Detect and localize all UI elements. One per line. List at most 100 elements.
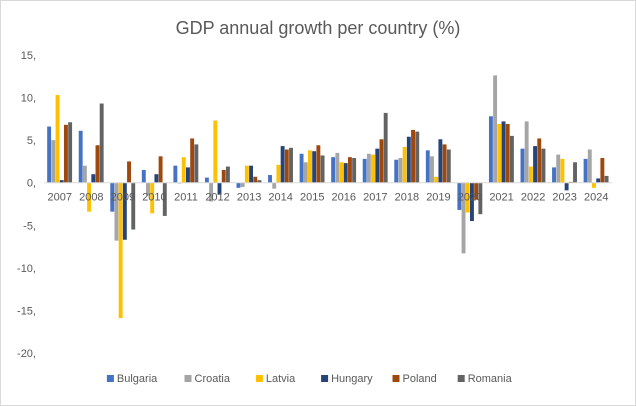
bar <box>505 123 510 183</box>
bar <box>493 75 498 183</box>
y-tick-label: 10, <box>21 93 36 105</box>
bar <box>406 136 411 183</box>
x-tick-label: 2011 <box>174 192 198 204</box>
bar <box>127 161 131 183</box>
bar <box>411 129 415 183</box>
bar <box>141 169 146 183</box>
bar <box>446 149 451 183</box>
bar <box>236 182 241 188</box>
x-tick-label: 2017 <box>363 192 387 204</box>
x-tick-label: 2009 <box>111 192 135 204</box>
bar <box>465 182 470 213</box>
bar <box>55 95 60 183</box>
bar <box>225 166 230 183</box>
bar <box>501 121 506 183</box>
legend-swatch <box>457 375 465 382</box>
bar <box>181 157 186 183</box>
bar <box>425 150 430 183</box>
bar <box>402 146 407 183</box>
bar <box>461 182 466 254</box>
x-tick-label: 2012 <box>205 192 229 204</box>
legend-label: Poland <box>403 373 437 385</box>
bar <box>564 182 569 191</box>
bar <box>154 174 159 183</box>
bar <box>415 131 420 183</box>
bar <box>438 139 443 183</box>
bar <box>352 158 357 183</box>
bar <box>335 152 340 183</box>
y-tick-label: 0, <box>27 178 36 190</box>
bar <box>497 123 502 183</box>
bar <box>331 157 336 183</box>
bar <box>276 164 281 183</box>
bar <box>217 182 222 195</box>
bar <box>394 159 399 183</box>
bar <box>457 182 462 210</box>
legend-swatch <box>106 375 114 382</box>
bar <box>524 121 529 183</box>
x-tick-label: 2010 <box>142 192 166 204</box>
x-tick-label: 2013 <box>237 192 261 204</box>
bar <box>213 120 218 183</box>
bar <box>343 163 348 183</box>
x-tick-label: 2007 <box>48 192 72 204</box>
legend-swatch <box>184 375 192 382</box>
bar <box>560 158 565 183</box>
bar <box>257 180 262 183</box>
bar <box>339 162 344 183</box>
bar <box>604 175 609 183</box>
bar <box>592 182 596 188</box>
legend-label: Latvia <box>266 373 296 385</box>
x-tick-label: 2014 <box>268 192 292 204</box>
bar <box>434 176 439 183</box>
bar <box>162 182 167 216</box>
legend-label: Romania <box>468 373 513 385</box>
bar <box>204 177 209 183</box>
bar <box>537 138 542 183</box>
bar <box>68 122 73 183</box>
bar <box>114 182 119 241</box>
bar <box>371 154 376 183</box>
bar <box>541 148 546 183</box>
bar <box>268 175 272 183</box>
x-tick-label: 2024 <box>584 192 608 204</box>
y-tick-label: 5, <box>27 135 36 147</box>
bar <box>375 148 380 183</box>
legend-label: Bulgaria <box>117 373 158 385</box>
legend-label: Croatia <box>195 373 231 385</box>
legend-label: Hungary <box>331 373 373 385</box>
bar <box>51 140 56 183</box>
bar <box>221 169 226 183</box>
x-tick-label: 2016 <box>332 192 356 204</box>
chart-title: GDP annual growth per country (%) <box>176 18 461 38</box>
x-tick-label: 2018 <box>395 192 419 204</box>
x-tick-label: 2021 <box>489 192 513 204</box>
bar <box>240 182 245 187</box>
bar <box>528 166 533 183</box>
bar <box>284 149 289 183</box>
bar <box>110 182 115 212</box>
bar <box>383 112 388 183</box>
bar <box>600 158 605 183</box>
x-tick-label: 2019 <box>426 192 450 204</box>
bar <box>150 182 155 214</box>
x-tick-label: 2008 <box>79 192 103 204</box>
bar <box>316 145 321 183</box>
bar <box>91 174 96 183</box>
bar <box>430 156 434 183</box>
bars <box>47 75 609 319</box>
bar <box>272 182 277 189</box>
legend-swatch <box>392 375 400 382</box>
bar <box>194 144 199 183</box>
bar <box>303 162 308 183</box>
bar <box>87 182 92 212</box>
bar <box>442 144 447 183</box>
y-tick-label: -15, <box>17 305 36 317</box>
legend: Bulgaria Croatia Latvia Hungary Poland Romani… <box>106 373 513 385</box>
bar <box>78 130 83 183</box>
bar <box>583 158 588 183</box>
bar <box>488 116 493 183</box>
bar <box>509 135 514 183</box>
bar <box>362 158 367 183</box>
bar <box>122 182 127 240</box>
